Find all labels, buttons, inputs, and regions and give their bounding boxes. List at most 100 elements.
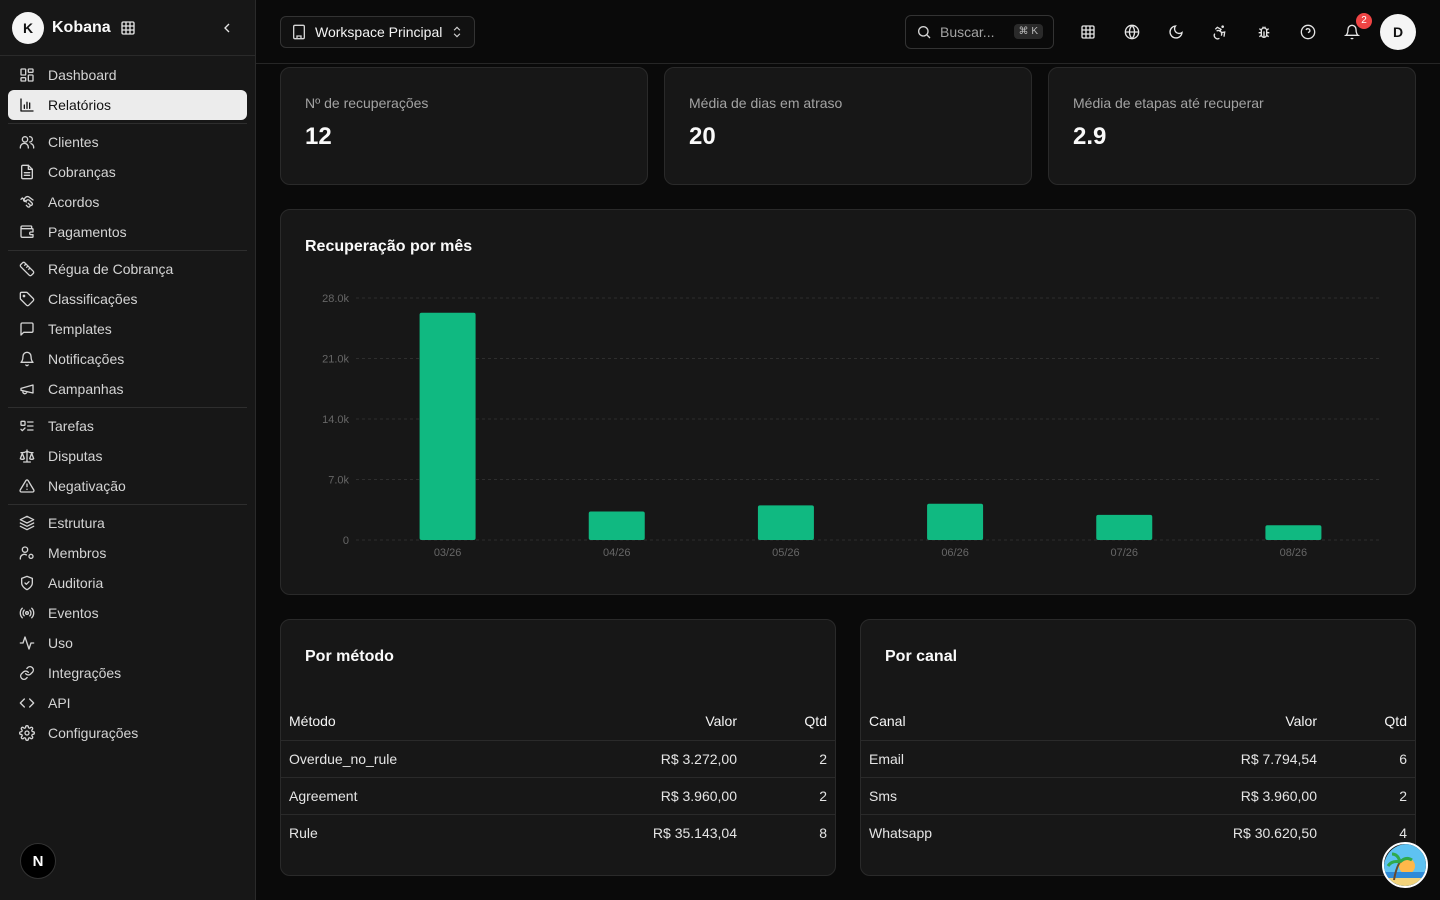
- column-header[interactable]: Método: [281, 702, 538, 741]
- recovery-bar-chart: 0 7.0k 14.0k 21.0k 28.0k 03/26 04/26 05/26 06/26…: [322, 293, 1381, 559]
- topbar: Workspace Principal Buscar... ⌘ K: [256, 0, 1440, 64]
- x-tick-label: 07/26: [1110, 547, 1138, 559]
- sidebar-item-templates[interactable]: Templates: [8, 314, 247, 344]
- bar-08-26[interactable]: [1265, 525, 1322, 540]
- cell-qty: 2: [1325, 777, 1415, 815]
- table-row: Whatsapp R$ 30.620,50 4: [861, 814, 1415, 851]
- table-row: Agreement R$ 3.960,00 2: [281, 777, 835, 815]
- sidebar-nav: Dashboard Relatórios Clientes Cobranças Acor…: [0, 56, 255, 752]
- chevrons-up-down-icon: [454, 26, 461, 37]
- sidebar-item-label: Tarefas: [48, 418, 94, 434]
- sidebar-item-label: Clientes: [48, 134, 99, 150]
- column-header[interactable]: Valor: [1065, 702, 1325, 741]
- sidebar-item-label: Cobranças: [48, 164, 116, 180]
- bug-icon[interactable]: [1254, 22, 1274, 42]
- stat-label: Nº de recuperações: [305, 95, 429, 111]
- accessibility-icon[interactable]: [1210, 22, 1230, 42]
- tag-icon: [19, 291, 35, 307]
- sidebar-item-acordos[interactable]: Acordos: [8, 187, 247, 217]
- cell-value: R$ 7.794,54: [1065, 740, 1325, 778]
- by-method-title: Por método: [305, 648, 394, 665]
- sidebar-item-clientes[interactable]: Clientes: [8, 127, 247, 157]
- workspace-selector[interactable]: Workspace Principal: [280, 15, 476, 48]
- column-header[interactable]: Qtd: [1325, 702, 1415, 741]
- cell-channel: Sms: [861, 777, 1066, 815]
- sidebar-item-campanhas[interactable]: Campanhas: [8, 374, 247, 404]
- next-logo-badge[interactable]: N: [20, 843, 56, 879]
- sidebar-item-api[interactable]: API: [8, 688, 247, 718]
- collapse-sidebar-icon[interactable]: [217, 18, 237, 38]
- sidebar-item-eventos[interactable]: Eventos: [8, 598, 247, 628]
- table-row: Email R$ 7.794,54 6: [861, 740, 1415, 778]
- by-method-table: Método Valor Qtd Overdue_no_rule R$ 3.27…: [281, 702, 835, 851]
- table-icon[interactable]: [1078, 22, 1098, 42]
- cell-qty: 2: [745, 740, 835, 778]
- cell-value: R$ 30.620,50: [1232, 824, 1317, 841]
- search-button[interactable]: Buscar... ⌘ K: [905, 14, 1054, 49]
- sidebar-item-regua-de-cobranca[interactable]: Régua de Cobrança: [8, 254, 247, 284]
- sidebar-item-label: Negativação: [48, 478, 126, 494]
- search-shortcut: ⌘ K: [1013, 24, 1043, 39]
- cell-value: R$ 3.960,00: [1065, 777, 1325, 815]
- sidebar-item-integracoes[interactable]: Integrações: [8, 658, 247, 688]
- help-icon[interactable]: [1298, 22, 1318, 42]
- by-channel-title: Por canal: [885, 648, 958, 665]
- sidebar-item-configuracoes[interactable]: Configurações: [8, 718, 247, 748]
- y-tick-label: 7.0k: [328, 475, 349, 487]
- user-avatar[interactable]: D: [1380, 13, 1416, 50]
- notifications-bell-icon[interactable]: 2: [1342, 12, 1372, 42]
- bar-chart-icon: [20, 98, 34, 112]
- bar-07-26[interactable]: [1096, 514, 1153, 540]
- bar-03-26[interactable]: [419, 312, 476, 540]
- sidebar-item-uso[interactable]: Uso: [8, 628, 247, 658]
- globe-icon[interactable]: [1122, 22, 1142, 42]
- link-icon: [20, 666, 34, 680]
- bar-04-26[interactable]: [588, 511, 645, 540]
- cell-method: Rule: [289, 824, 318, 841]
- sidebar-item-negativacao[interactable]: Negativação: [8, 471, 247, 501]
- sidebar-item-classificacoes[interactable]: Classificações: [8, 284, 247, 314]
- alert-triangle-icon: [19, 479, 35, 493]
- by-method-card: Por método Método Valor Qtd Overdue_no_r…: [280, 619, 836, 876]
- beach-avatar-widget[interactable]: [1382, 842, 1428, 888]
- stat-card-avg-steps: Média de etapas até recuperar 2.9: [1048, 67, 1416, 185]
- layers-icon: [19, 515, 35, 531]
- brand-name[interactable]: Kobana: [52, 18, 111, 36]
- sidebar-item-tarefas[interactable]: Tarefas: [8, 411, 247, 441]
- chart-card: Recuperação por mês 0 7.0k 14.0k 21.0k 28.0k…: [280, 209, 1416, 595]
- column-header[interactable]: Canal: [861, 702, 1066, 741]
- sidebar-item-auditoria[interactable]: Auditoria: [8, 568, 247, 598]
- bar-05-26[interactable]: [757, 505, 814, 540]
- sidebar-divider: [8, 407, 247, 408]
- stat-label: Média de dias em atraso: [689, 95, 843, 111]
- chart-title: Recuperação por mês: [305, 238, 473, 255]
- brand-logo[interactable]: K: [12, 11, 44, 44]
- sidebar-item-label: Relatórios: [48, 97, 112, 113]
- sidebar-item-dashboard[interactable]: Dashboard: [8, 60, 247, 90]
- column-header[interactable]: Qtd: [745, 702, 835, 741]
- workspace-name: Workspace Principal: [315, 23, 443, 40]
- cell-qty: 6: [1325, 740, 1415, 778]
- sidebar-item-membros[interactable]: Membros: [8, 538, 247, 568]
- sidebar-item-relatorios[interactable]: Relatórios: [8, 90, 247, 120]
- sidebar-item-disputas[interactable]: Disputas: [8, 441, 247, 471]
- sidebar-item-label: Integrações: [48, 665, 122, 681]
- sidebar-item-label: Membros: [48, 545, 107, 561]
- sidebar-divider: [8, 123, 247, 124]
- sidebar-item-cobrancas[interactable]: Cobranças: [8, 157, 247, 187]
- sidebar-item-label: Acordos: [48, 194, 100, 210]
- bar-06-26[interactable]: [927, 503, 984, 540]
- stat-label: Média de etapas até recuperar: [1073, 95, 1264, 111]
- sidebar-item-label: Eventos: [48, 605, 99, 621]
- y-tick-label: 21.0k: [322, 354, 349, 366]
- sidebar-item-label: API: [48, 695, 71, 711]
- workspace-grid-icon[interactable]: [120, 20, 136, 36]
- user-cog-icon: [19, 546, 34, 560]
- sidebar-item-estrutura[interactable]: Estrutura: [8, 508, 247, 538]
- message-square-icon: [20, 322, 34, 336]
- sidebar-item-notificacoes[interactable]: Notificações: [8, 344, 247, 374]
- column-header[interactable]: Valor: [537, 702, 745, 741]
- moon-icon[interactable]: [1166, 22, 1186, 42]
- cell-qty: 2: [745, 777, 835, 815]
- sidebar-item-pagamentos[interactable]: Pagamentos: [8, 217, 247, 247]
